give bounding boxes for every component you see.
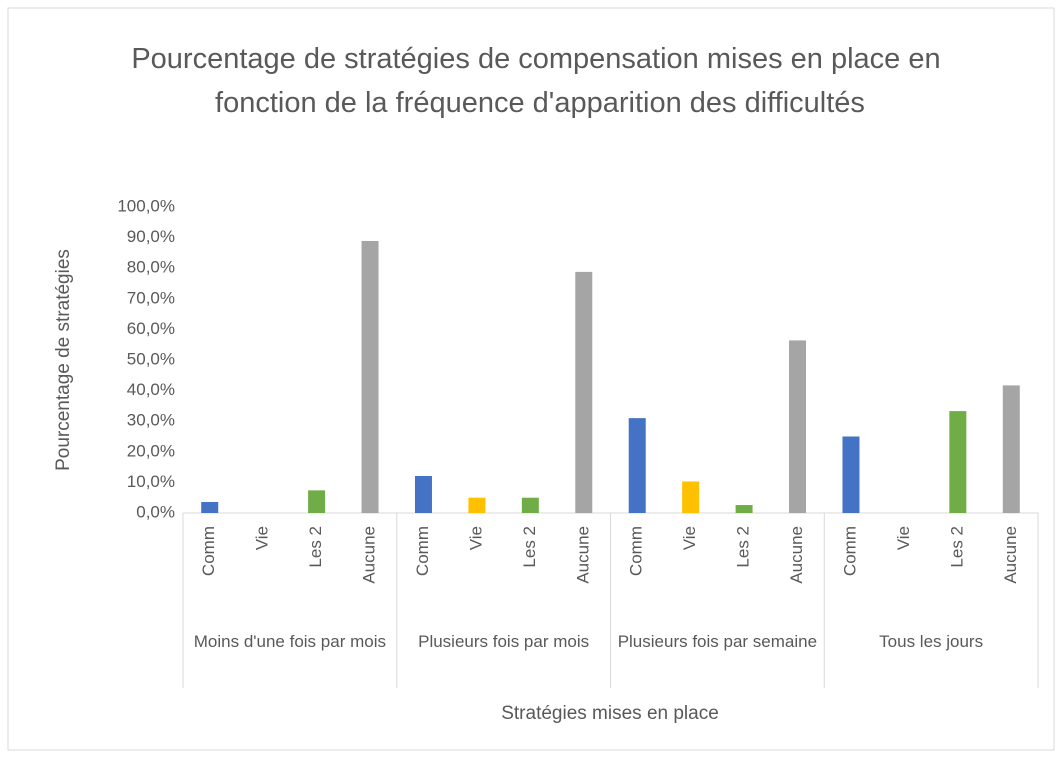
x-tick-label: Aucune	[573, 526, 592, 584]
bar	[575, 271, 593, 513]
bar	[789, 340, 807, 513]
x-tick-label: Vie	[680, 526, 699, 550]
x-tick-label: Vie	[466, 526, 485, 550]
bar	[1002, 385, 1020, 513]
x-tick-label: Aucune	[1001, 526, 1020, 584]
bar	[201, 501, 219, 513]
y-axis-title: Pourcentage de stratégies	[53, 249, 74, 471]
x-tick-label: Comm	[840, 526, 859, 576]
group-label: Plusieurs fois par semaine	[618, 632, 817, 651]
x-tick-label: Les 2	[306, 526, 325, 568]
bar	[735, 505, 753, 513]
group-label: Plusieurs fois par mois	[418, 632, 589, 651]
bar	[468, 497, 486, 513]
bar	[842, 436, 860, 513]
x-tick-label: Les 2	[734, 526, 753, 568]
y-tick-label: 30,0%	[127, 411, 175, 430]
x-tick-label: Les 2	[947, 526, 966, 568]
group-label: Tous les jours	[879, 632, 983, 651]
x-tick-label: Aucune	[787, 526, 806, 584]
group-label: Moins d'une fois par mois	[194, 632, 386, 651]
y-tick-label: 70,0%	[127, 288, 175, 307]
bar	[414, 475, 432, 513]
bar	[308, 490, 326, 513]
x-tick-label: Comm	[413, 526, 432, 576]
x-tick-label: Comm	[199, 526, 218, 576]
x-axis-title: Stratégies mises en place	[501, 703, 719, 724]
x-tick-label: Les 2	[520, 526, 539, 568]
bar	[628, 418, 646, 513]
y-tick-label: 40,0%	[127, 380, 175, 399]
chart-title: Pourcentage de stratégies de compensatio…	[131, 43, 948, 119]
x-tick-label: Vie	[894, 526, 913, 550]
y-tick-label: 90,0%	[127, 227, 175, 246]
chart-frame	[7, 7, 1055, 751]
y-tick-label: 80,0%	[127, 258, 175, 277]
x-tick-label: Comm	[627, 526, 646, 576]
y-tick-label: 50,0%	[127, 349, 175, 368]
bar	[949, 411, 967, 513]
y-tick-label: 20,0%	[127, 441, 175, 460]
y-tick-label: 100,0%	[117, 196, 175, 215]
y-tick-label: 0,0%	[136, 502, 175, 521]
bar	[361, 240, 379, 513]
bar	[682, 481, 700, 513]
y-tick-label: 10,0%	[127, 472, 175, 491]
y-tick-label: 60,0%	[127, 319, 175, 338]
x-tick-label: Aucune	[360, 526, 379, 584]
bar	[521, 497, 539, 513]
x-tick-label: Vie	[253, 526, 272, 550]
